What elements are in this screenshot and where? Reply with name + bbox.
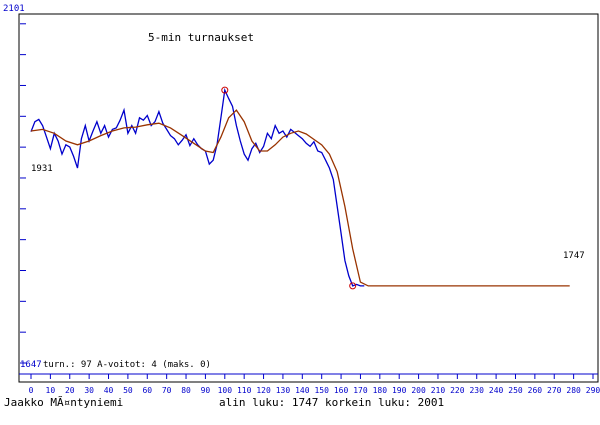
x-tick-label: 290 <box>586 386 600 395</box>
x-tick-label: 230 <box>469 386 484 395</box>
end-value-label: 1747 <box>563 251 585 261</box>
y-min-label: 1647 <box>20 360 42 370</box>
plot-frame <box>18 13 599 383</box>
x-tick-label: 180 <box>373 386 388 395</box>
x-tick-label: 210 <box>431 386 446 395</box>
summary-stats: alin luku: 1747 korkein luku: 2001 <box>219 396 444 409</box>
x-tick-label: 10 <box>46 386 56 395</box>
x-tick-label: 30 <box>84 386 94 395</box>
price-series-line <box>30 87 365 287</box>
marker-layer <box>221 86 357 290</box>
x-tick-label: 250 <box>508 386 523 395</box>
y-max-label: 2101 <box>3 4 25 14</box>
chart-title: 5-min turnaukset <box>148 31 254 44</box>
x-tick-label: 20 <box>65 386 75 395</box>
low-point-marker <box>349 282 357 290</box>
x-tick-label: 60 <box>142 386 152 395</box>
x-tick-label: 150 <box>314 386 329 395</box>
footer-info: turn.: 97 A-voitot: 4 (maks. 0) <box>43 360 211 370</box>
series-layer <box>30 87 570 287</box>
x-tick-label: 0 <box>29 386 34 395</box>
x-tick-label: 90 <box>201 386 211 395</box>
x-tick-label: 240 <box>489 386 504 395</box>
x-tick-label: 260 <box>528 386 543 395</box>
x-tick-label: 120 <box>256 386 271 395</box>
x-tick-label: 100 <box>218 386 233 395</box>
x-tick-label: 40 <box>104 386 114 395</box>
x-tick-label: 160 <box>334 386 349 395</box>
start-value-label: 1931 <box>31 164 53 174</box>
x-tick-label: 80 <box>181 386 191 395</box>
axes-layer: 0 10 20 30 40 50 60 70 80 90 100 110 120 130 140 150 160… <box>19 373 600 395</box>
x-tick-label: 170 <box>353 386 368 395</box>
x-tick-label: 130 <box>276 386 291 395</box>
grid-layer <box>20 23 26 364</box>
high-point-marker <box>221 86 229 94</box>
x-tick-label: 50 <box>123 386 133 395</box>
x-tick-label: 270 <box>547 386 562 395</box>
x-tick-label: 280 <box>566 386 581 395</box>
x-tick-label: 220 <box>450 386 465 395</box>
x-tick-label: 190 <box>392 386 407 395</box>
x-tick-label: 70 <box>162 386 172 395</box>
x-tick-label: 140 <box>295 386 310 395</box>
x-tick-label: 200 <box>411 386 426 395</box>
x-tick-label: 110 <box>237 386 252 395</box>
author-name: Jaakko MÃ¤ntyniemi <box>4 396 123 409</box>
moving-average-line <box>30 109 570 287</box>
